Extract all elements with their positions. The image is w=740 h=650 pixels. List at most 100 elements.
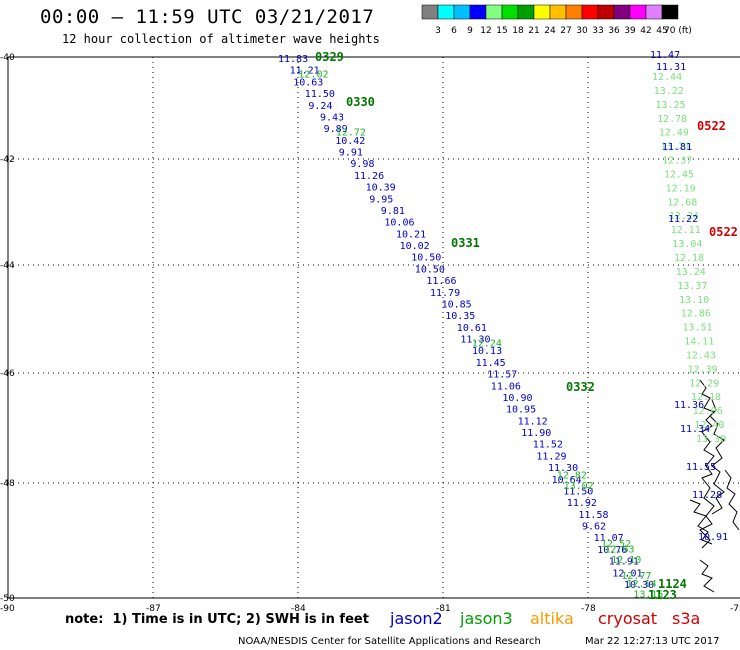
color-swatch <box>581 4 599 20</box>
wave-height-label: 11.90 <box>521 428 551 439</box>
wave-height-label: 12.02 <box>298 69 328 80</box>
wave-height-label: 12.52 <box>601 539 631 550</box>
wave-height-label: 12.72 <box>336 127 366 138</box>
pass-time-tag: 0330 <box>346 95 375 109</box>
longitude-label: -90 <box>0 604 15 614</box>
latitude-label: -44 <box>0 261 15 271</box>
wave-height-label: 10.76 <box>597 545 627 556</box>
wave-height-label: 13.37 <box>677 281 707 292</box>
longitude-label: -78 <box>581 604 596 614</box>
color-scale-label: 15 <box>496 26 507 36</box>
color-swatch <box>469 4 487 20</box>
latitude-label: -48 <box>0 479 15 489</box>
wave-height-label: 11.28 <box>692 490 722 501</box>
wave-height-label: 12.63 <box>604 544 634 555</box>
pass-time-tag: 0329 <box>315 50 344 64</box>
wave-height-label: 12.39 <box>688 364 718 375</box>
wave-height-label: 10.02 <box>400 241 430 252</box>
longitude-label: -87 <box>146 604 161 614</box>
wave-height-label: 9.24 <box>308 101 332 112</box>
wave-height-label: 12.24 <box>472 339 502 350</box>
coastline <box>724 469 740 531</box>
wave-height-label: 11.92 <box>567 498 597 509</box>
wave-height-label: 10.90 <box>502 393 532 404</box>
wave-height-label: 9.43 <box>320 112 344 123</box>
wave-height-label: 12.78 <box>657 114 687 125</box>
legend-jason3: jason3 <box>460 609 513 628</box>
latitude-label: -46 <box>0 369 15 379</box>
color-scale-label: 70 (ft) <box>664 26 692 36</box>
wave-height-label: 13.22 <box>654 86 684 97</box>
pass-time-tag: 0522 <box>697 119 726 133</box>
color-swatch <box>645 4 663 20</box>
wave-height-label: 13.15 <box>633 589 663 600</box>
color-scale-label: 30 <box>576 26 588 36</box>
coastline <box>699 379 715 549</box>
color-scale-label: 39 <box>624 26 636 36</box>
wave-height-label: 13.25 <box>655 100 685 111</box>
wave-height-label: 10.63 <box>293 77 323 88</box>
wave-height-label: 11.30 <box>548 463 578 474</box>
color-swatch <box>421 4 439 20</box>
wave-height-label: 12.14 <box>627 579 657 590</box>
color-swatch <box>549 4 567 20</box>
wave-height-label: 9.95 <box>369 194 393 205</box>
legend-s3a: s3a <box>672 609 701 628</box>
wave-height-label: 11.83 <box>278 54 308 65</box>
color-swatch <box>501 4 519 20</box>
wave-height-label: 10.42 <box>335 136 365 147</box>
wave-height-label: 9.81 <box>381 206 405 217</box>
longitude-label: -75 <box>730 604 740 614</box>
page-subtitle: 12 hour collection of altimeter wave hei… <box>62 32 380 46</box>
wave-height-label: 13.30 <box>696 434 726 445</box>
wave-height-label: 9.62 <box>582 522 606 533</box>
wave-height-label: 11.66 <box>426 276 456 287</box>
color-scale-label: 36 <box>608 26 620 36</box>
color-scale-label: 3 <box>435 26 441 36</box>
wave-height-label: 10.39 <box>366 183 396 194</box>
wave-height-label: 12.10 <box>611 555 641 566</box>
wave-height-label: 11.30 <box>460 335 490 346</box>
pass-time-tag: 1124 <box>658 577 687 591</box>
pass-time-tag: 1123 <box>648 588 677 602</box>
color-scale-label: 24 <box>544 26 556 36</box>
wave-height-label: 12.82 <box>557 471 587 482</box>
color-swatch <box>613 4 631 20</box>
wave-height-label: 12.40 <box>694 420 724 431</box>
wave-height-label: 12.49 <box>659 128 689 139</box>
longitude-label: -84 <box>291 604 306 614</box>
color-scale-label: 42 <box>640 26 651 36</box>
color-scale-label: 12 <box>480 26 491 36</box>
wave-height-label: 12.45 <box>664 169 694 180</box>
color-swatch <box>629 4 647 20</box>
wave-height-label: 13.51 <box>682 323 712 334</box>
wave-height-label: 11.91 <box>609 557 639 568</box>
latitude-label: -42 <box>0 155 15 165</box>
color-scale-label: 45 <box>656 26 667 36</box>
wave-height-label: 11.52 <box>533 440 563 451</box>
wave-height-label: 13.24 <box>676 267 706 278</box>
wave-height-label: 11.34 <box>680 424 710 435</box>
wave-height-label: 9.98 <box>350 159 374 170</box>
wave-height-label: 12.18 <box>691 392 721 403</box>
wave-height-label: 10.30 <box>624 580 654 591</box>
wave-height-label: 11.57 <box>487 370 517 381</box>
wave-height-label: 12.01 <box>612 568 642 579</box>
color-swatch <box>517 4 535 20</box>
wave-height-label: 11.12 <box>518 416 548 427</box>
color-scale-label: 6 <box>451 26 457 36</box>
wave-height-label: 12.11 <box>671 225 701 236</box>
color-swatch <box>485 4 503 20</box>
wave-height-label: 11.26 <box>354 171 384 182</box>
wave-height-label: 12.77 <box>621 571 651 582</box>
credit-text: NOAA/NESDIS Center for Satellite Applica… <box>238 636 541 647</box>
wave-height-label: 10.64 <box>552 475 582 486</box>
wave-height-label: 10.61 <box>457 323 487 334</box>
wave-height-label: 11.55 <box>686 462 716 473</box>
legend-altika: altika <box>530 609 574 628</box>
coastline <box>709 399 725 515</box>
longitude-label: -81 <box>436 604 451 614</box>
wave-height-label: 10.35 <box>445 311 475 322</box>
wave-height-label: 12.29 <box>689 378 719 389</box>
